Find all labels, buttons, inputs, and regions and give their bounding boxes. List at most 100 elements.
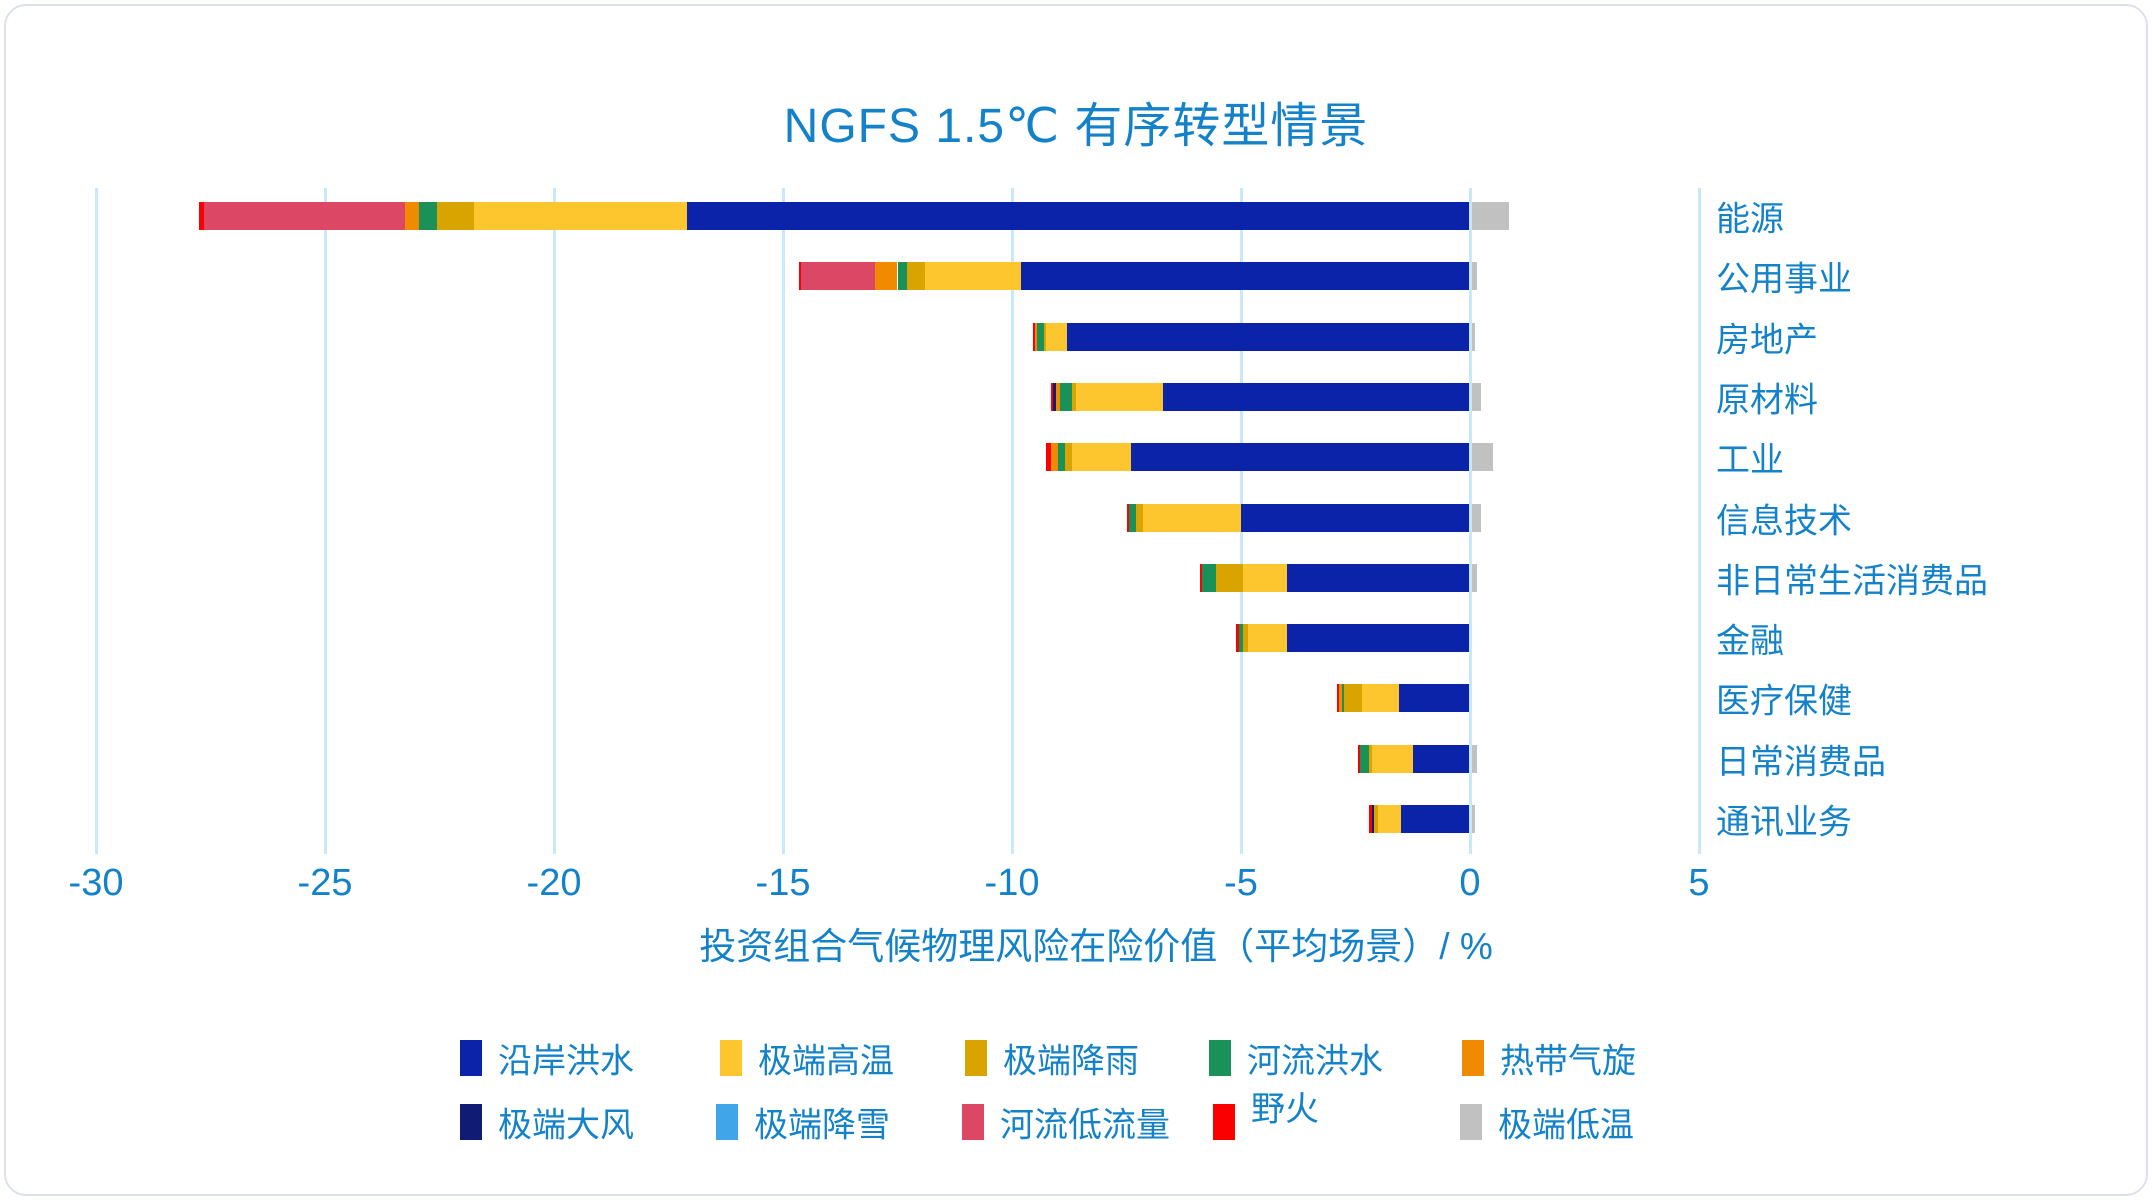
segment-沿岸洪水 <box>686 202 1470 230</box>
chart-title: NGFS 1.5℃ 有序转型情景 <box>783 100 1369 153</box>
segment-野火 <box>1032 322 1035 351</box>
segment-沿岸洪水 <box>1399 684 1470 713</box>
segment-极端高温 <box>924 262 1022 291</box>
segment-极端降雨 <box>906 262 925 291</box>
legend-swatch-极端高温 <box>720 1040 742 1076</box>
segment-极端降雨 <box>1135 503 1143 532</box>
segment-野火 <box>1369 805 1372 833</box>
segment-沿岸洪水 <box>1401 805 1470 833</box>
category-label: 能源 <box>1716 200 1784 239</box>
x-tick-label: 5 <box>1688 862 1710 904</box>
segment-河流洪水 <box>1238 624 1244 653</box>
x-tick-label: -30 <box>68 862 124 904</box>
segment-河流洪水 <box>1037 322 1045 351</box>
segment-热带气旋 <box>874 262 898 291</box>
segment-极端降雨 <box>1369 744 1372 773</box>
segment-河流洪水 <box>1128 503 1136 532</box>
segment-沿岸洪水 <box>1412 744 1470 773</box>
segment-河流洪水 <box>1341 684 1345 713</box>
category-label: 非日常生活消费品 <box>1716 562 1988 601</box>
segment-极端降雨 <box>1243 624 1248 653</box>
gridline--10 <box>1010 188 1014 854</box>
segment-野火 <box>1199 563 1203 592</box>
segment-热带气旋 <box>1050 443 1058 472</box>
x-tick-label: -20 <box>526 862 582 904</box>
segment-沿岸洪水 <box>1066 322 1470 351</box>
gridline-0 <box>1468 188 1472 854</box>
gridline-5 <box>1697 188 1701 854</box>
gridline--25 <box>323 188 327 854</box>
x-tick-label: -10 <box>984 862 1040 904</box>
segment-野火 <box>1357 744 1361 773</box>
legend-label: 极端高温 <box>758 1042 894 1081</box>
legend-label: 热带气旋 <box>1500 1042 1636 1081</box>
segment-热带气旋 <box>1034 322 1038 351</box>
category-label: 通讯业务 <box>1716 803 1852 842</box>
segment-沿岸洪水 <box>1286 624 1470 653</box>
segment-极端低温 <box>1470 322 1475 351</box>
segment-极端降雨 <box>1071 382 1077 411</box>
segment-极端低温 <box>1470 503 1482 532</box>
legend-swatch-极端低温 <box>1460 1104 1482 1140</box>
segment-野火 <box>799 262 802 291</box>
segment-沿岸洪水 <box>1163 382 1470 411</box>
segment-极端高温 <box>1247 624 1287 653</box>
segment-极端降雨 <box>1344 684 1363 713</box>
segment-极端高温 <box>1076 382 1164 411</box>
segment-极端高温 <box>1243 563 1287 592</box>
category-label: 工业 <box>1716 441 1784 480</box>
legend-swatch-河流低流量 <box>962 1104 984 1140</box>
category-label: 医疗保健 <box>1716 682 1852 721</box>
segment-极端高温 <box>1378 805 1402 833</box>
legend-swatch-极端大风 <box>460 1104 482 1140</box>
segment-野火 <box>199 202 204 230</box>
legend-label: 河流低流量 <box>1000 1106 1170 1145</box>
legend-label: 极端降雪 <box>754 1106 890 1145</box>
segment-极端低温 <box>1470 805 1475 833</box>
segment-沿岸洪水 <box>1021 262 1470 291</box>
segment-河流洪水 <box>1360 744 1370 773</box>
segment-极端降雨 <box>437 202 474 230</box>
segment-极端降雨 <box>1373 805 1379 833</box>
legend-label: 极端降雨 <box>1003 1042 1139 1081</box>
segment-极端高温 <box>1371 744 1413 773</box>
segment-极端高温 <box>1046 322 1067 351</box>
gridline--20 <box>552 188 556 854</box>
category-label: 信息技术 <box>1716 502 1852 540</box>
x-axis-label: 投资组合气候物理风险在险价值（平均场景）/ % <box>699 926 1493 967</box>
category-label: 原材料 <box>1716 381 1818 420</box>
gridline--15 <box>781 188 785 854</box>
category-label: 公用事业 <box>1716 260 1852 299</box>
segment-极端大风 <box>1053 382 1056 411</box>
x-tick-label: 0 <box>1459 862 1481 904</box>
segment-极端高温 <box>1071 443 1132 472</box>
legend-swatch-热带气旋 <box>1462 1040 1484 1076</box>
segment-热带气旋 <box>1055 382 1061 411</box>
segment-极端高温 <box>473 202 687 230</box>
segment-野火 <box>1337 684 1340 713</box>
legend-swatch-极端降雨 <box>965 1040 987 1076</box>
legend-label: 野火 <box>1251 1090 1319 1129</box>
legend-label: 河流洪水 <box>1247 1042 1383 1081</box>
segment-热带气旋 <box>1339 684 1342 713</box>
legend-label: 极端大风 <box>498 1106 634 1145</box>
segment-极端高温 <box>1362 684 1399 713</box>
legend-label: 沿岸洪水 <box>498 1042 634 1081</box>
segment-极端低温 <box>1470 382 1482 411</box>
segment-沿岸洪水 <box>1286 563 1470 592</box>
segment-河流洪水 <box>1057 443 1065 472</box>
segment-热带气旋 <box>405 202 419 230</box>
segment-极端低温 <box>1470 202 1509 230</box>
segment-野火 <box>1126 503 1129 532</box>
legend-swatch-河流洪水 <box>1209 1040 1231 1076</box>
x-tick-label: -5 <box>1224 862 1258 904</box>
segment-沿岸洪水 <box>1241 503 1470 532</box>
segment-沿岸洪水 <box>1131 443 1470 472</box>
category-label: 日常消费品 <box>1716 743 1886 782</box>
legend-swatch-极端降雪 <box>716 1104 738 1140</box>
segment-极端低温 <box>1470 563 1477 592</box>
segment-河流低流量 <box>203 202 406 230</box>
segment-野火 <box>1050 382 1054 411</box>
segment-极端低温 <box>1470 443 1493 472</box>
